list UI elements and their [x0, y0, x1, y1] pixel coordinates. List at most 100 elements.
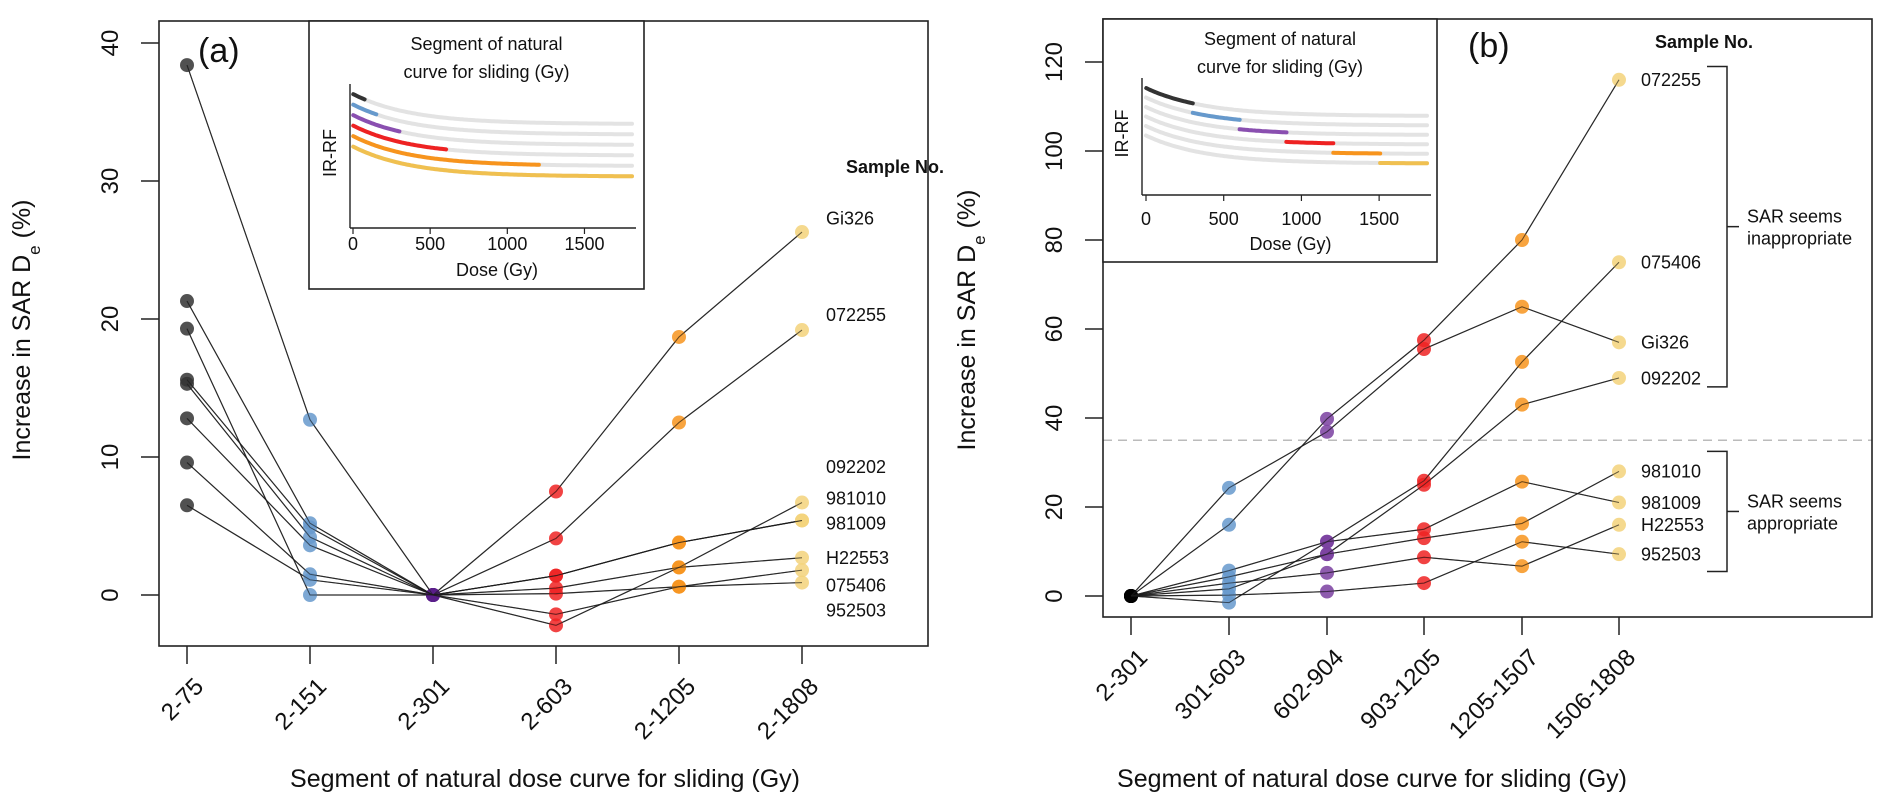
y-tick-label: 80: [1041, 227, 1068, 254]
inset-title: Segment of natural: [410, 34, 562, 54]
inset-segment-5: [1331, 150, 1383, 156]
series-line-overlay: [186, 418, 803, 596]
y-tick-label: 0: [97, 588, 124, 601]
y-tick-label: 0: [1041, 589, 1068, 602]
series-line-overlay: [1130, 524, 1620, 597]
inset-x-title: Dose (Gy): [1249, 234, 1331, 254]
panel-label: (a): [198, 32, 240, 70]
group-label: SAR seems: [1747, 491, 1842, 511]
inset-segment-1: [1144, 86, 1195, 106]
inset-segment-2: [351, 102, 379, 117]
sample-label: 075406: [1641, 253, 1701, 273]
inset-segment-6: [351, 144, 634, 179]
sample-label: 075406: [826, 576, 886, 596]
series-line-overlay: [1130, 541, 1620, 597]
x-tick-label: 2-603: [516, 673, 579, 736]
sample-label: 952503: [1641, 544, 1701, 564]
series-line-overlay: [1130, 377, 1620, 597]
series-line-952503: [186, 504, 803, 596]
series-line-overlay: [186, 328, 803, 626]
x-tick-label: 2-151: [270, 673, 333, 736]
sample-label: 072255: [826, 305, 886, 325]
series-line-981009: [186, 383, 803, 596]
inset-y-title: IR-RF: [1112, 110, 1132, 158]
inset-title: Segment of natural: [1204, 29, 1356, 49]
inset-x-tick-label: 1500: [1359, 209, 1399, 229]
legend-title: Sample No.: [846, 157, 944, 177]
x-tick-label: 2-1205: [629, 673, 701, 745]
series-line-overlay: [186, 504, 803, 596]
group-label: inappropriate: [1747, 229, 1852, 249]
series-line-981010: [186, 328, 803, 626]
inset: Segment of natural curve for sliding (Gy)…: [1102, 18, 1438, 263]
inset-segment-4: [351, 123, 449, 152]
legend-title: Sample No.: [1655, 32, 1753, 52]
series-line-H22553: [186, 417, 803, 596]
inset-segment-2: [1190, 110, 1242, 122]
sample-label: 092202: [826, 457, 886, 477]
inset-segment-5: [351, 134, 541, 167]
sample-label: 072255: [1641, 70, 1701, 90]
y-tick-label: 60: [1041, 316, 1068, 343]
x-axis-title: Segment of natural dose curve for slidin…: [290, 765, 800, 793]
series-line-Gi326: [1130, 306, 1620, 597]
inset-segment-3: [1237, 127, 1289, 135]
sample-label: 952503: [826, 600, 886, 620]
x-tick-label: 1506-1808: [1541, 644, 1641, 744]
panel-a: 0 10 20 30 40 Increase in SAR De (%) 2-75 2-151…: [8, 20, 944, 793]
inset-grey-curve: [351, 102, 634, 137]
series-line-overlay: [186, 462, 803, 615]
x-tick-label: 2-301: [393, 673, 456, 736]
y-tick-label: 10: [97, 444, 124, 471]
series-line-overlay: [1130, 261, 1620, 604]
group-label: appropriate: [1747, 513, 1838, 533]
x-axis-title: Segment of natural dose curve for slidin…: [1117, 765, 1627, 793]
sample-label: Gi326: [826, 209, 874, 229]
x-tick-label: 2-75: [156, 673, 209, 726]
y-tick-label: 120: [1041, 42, 1068, 82]
sample-label: Gi326: [1641, 333, 1689, 353]
sample-label: 092202: [1641, 368, 1701, 388]
sample-label: 981009: [1641, 493, 1701, 513]
x-tick-label: 1205-1507: [1444, 644, 1544, 744]
series-line-overlay: [186, 231, 803, 596]
series-line-overlay: [1130, 79, 1620, 597]
group-bracket: [1707, 65, 1728, 388]
y-tick-label: 40: [97, 30, 124, 57]
series-line-981009: [1130, 481, 1620, 597]
inset-title: curve for sliding (Gy): [1197, 57, 1363, 77]
y-axis-title: Increase in SAR De (%): [953, 190, 989, 451]
inset-segment-3: [351, 113, 402, 134]
series-line-overlay: [186, 379, 803, 596]
sample-label: 981010: [826, 489, 886, 509]
inset-title: curve for sliding (Gy): [403, 62, 569, 82]
inset-x-tick-label: 1000: [1281, 209, 1321, 229]
inset-x-tick-label: 0: [1141, 209, 1151, 229]
y-tick-label: 100: [1041, 131, 1068, 171]
y-tick-label: 20: [1041, 494, 1068, 521]
series-line-075406: [1130, 261, 1620, 604]
inset-y-title: IR-RF: [320, 129, 340, 177]
series-line-overlay: [1130, 481, 1620, 597]
inset-x-title: Dose (Gy): [456, 260, 538, 280]
y-tick-label: 40: [1041, 405, 1068, 432]
y-axis-title: Increase in SAR De (%): [8, 200, 44, 461]
series-line-overlay: [1130, 470, 1620, 597]
plot-frame: [1102, 18, 1873, 618]
x-tick-label: 301-603: [1170, 644, 1251, 725]
sample-label: 981009: [826, 514, 886, 534]
series-line-overlay: [1130, 306, 1620, 597]
group-bracket: [1707, 450, 1728, 573]
sample-label: 981010: [1641, 462, 1701, 482]
series-line-overlay: [186, 64, 803, 596]
x-tick-label: 602-904: [1268, 644, 1349, 725]
y-tick-label: 20: [97, 306, 124, 333]
x-tick-label: 903-1205: [1355, 644, 1446, 735]
inset-segment-4: [1284, 139, 1336, 146]
y-tick-label: 30: [97, 168, 124, 195]
series-line-overlay: [186, 383, 803, 596]
inset-segment-1: [351, 92, 367, 102]
inset-x-tick-label: 500: [415, 234, 445, 254]
inset-x-tick-label: 1000: [487, 234, 527, 254]
